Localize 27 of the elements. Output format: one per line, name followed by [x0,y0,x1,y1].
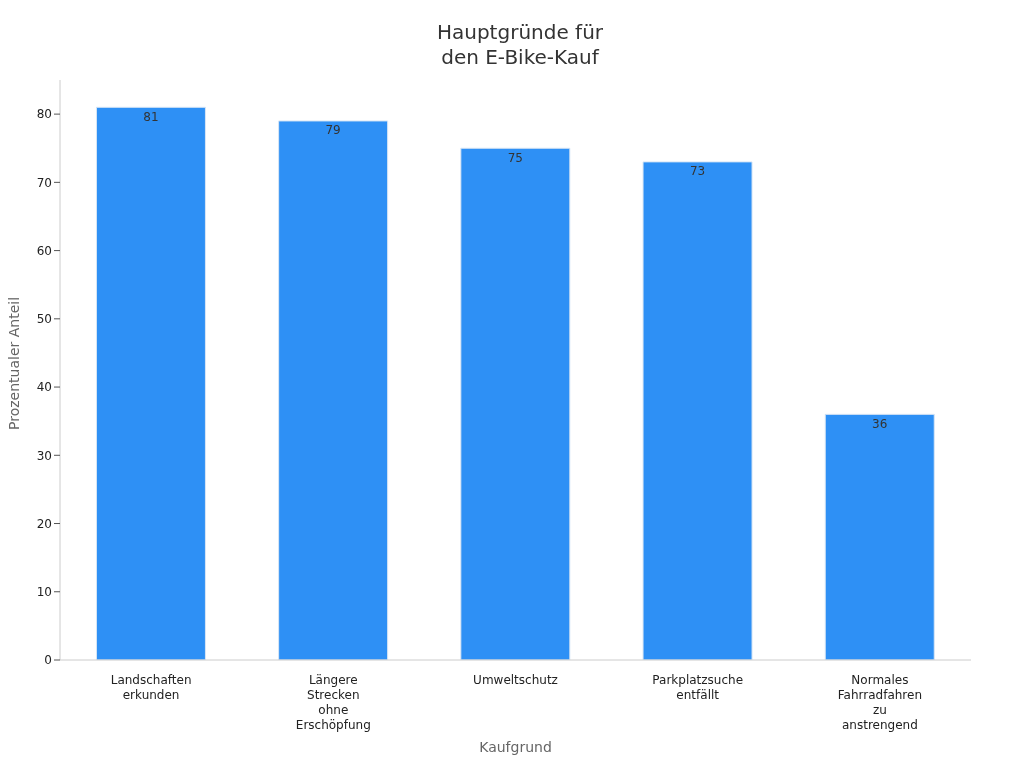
x-axis-title: Kaufgrund [479,739,552,755]
y-tick-label: 30 [36,448,52,463]
y-tick-label: 80 [36,107,52,122]
y-tick-label: 70 [36,175,52,190]
x-tick-label: Landschaften erkunden [110,673,192,702]
y-tick-label: 10 [36,585,52,600]
y-axis-title: Prozentualer Anteil [5,296,22,430]
data-label: 79 [325,123,341,138]
chart-title: Hauptgründe für den E-Bike-Kauf [435,20,605,70]
bar [460,147,571,660]
bar [278,120,389,660]
y-tick-label: 0 [44,653,52,668]
data-label: 81 [143,109,159,124]
bar [95,106,206,660]
y-tick-label: 20 [36,516,52,531]
x-tick-label: Umweltschutz [473,673,558,687]
data-label: 75 [507,150,523,165]
data-label: 73 [689,164,706,179]
y-tick-label: 40 [36,380,52,395]
bar [824,413,935,660]
y-tick-label: 50 [36,312,52,327]
bar [642,161,753,660]
data-label: 36 [872,416,888,431]
x-tick-label: Parkplatzsuche entfällt [652,673,744,702]
x-tick-label: Normales Fahrradfahren zu anstrengend [837,673,923,732]
y-tick-label: 60 [36,243,52,258]
x-tick-label: Längere Strecken ohne Erschöpfung [295,673,371,732]
